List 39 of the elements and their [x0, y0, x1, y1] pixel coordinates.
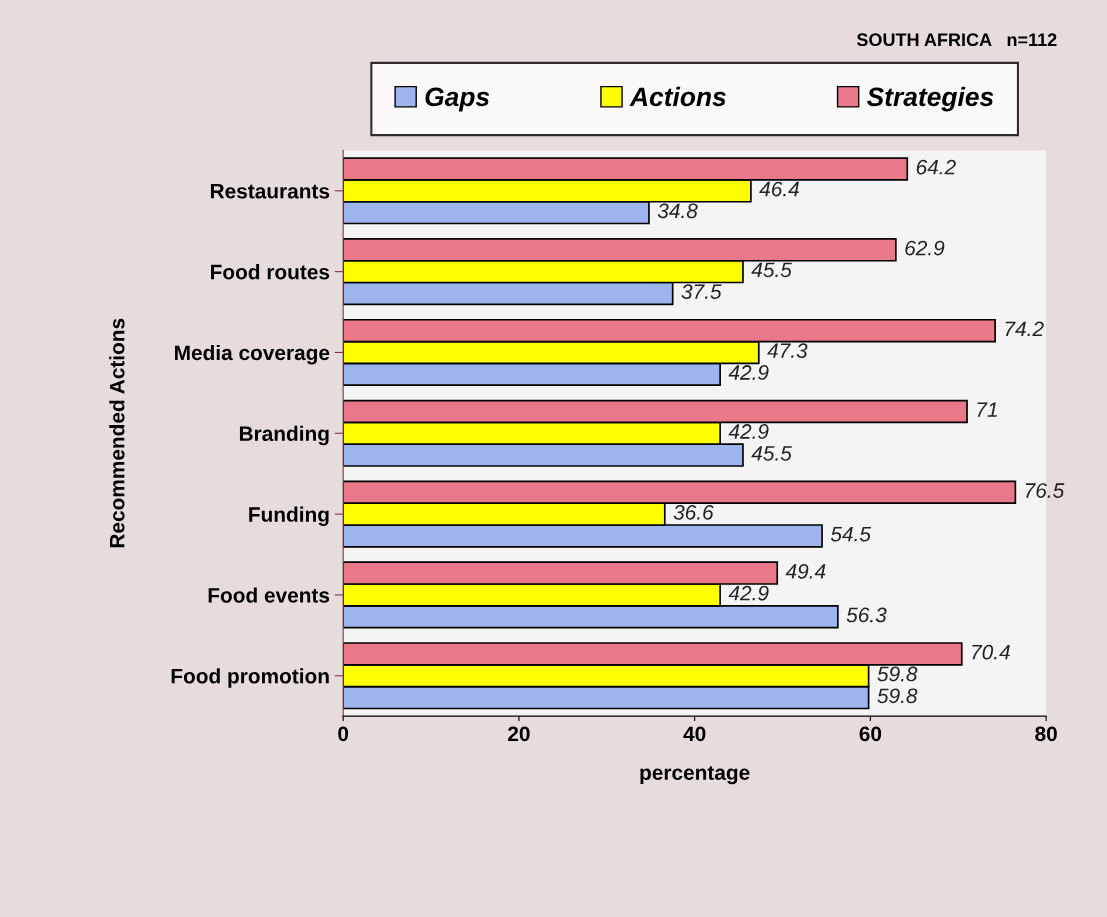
data-label: 47.3	[767, 343, 808, 359]
data-label: 70.4	[972, 644, 1010, 660]
data-label: 54.5	[830, 526, 871, 542]
data-label: 42.9	[728, 424, 769, 439]
chart-title: SOUTH AFRICA n=112	[856, 33, 1057, 47]
y-tick-label: Funding	[249, 506, 329, 527]
y-tick-label: Media coverage	[175, 344, 330, 365]
y-tick-label: Food routes	[211, 264, 330, 280]
data-label: 62.9	[905, 240, 945, 256]
data-label: 59.8	[877, 688, 918, 704]
data-label: 45.5	[751, 446, 792, 461]
y-tick-label: Food events	[208, 587, 330, 603]
data-label: 74.2	[1005, 321, 1044, 337]
data-label: 76.5	[1025, 483, 1065, 498]
data-label: 64.2	[916, 159, 956, 175]
x-tick-label: 80	[1035, 726, 1057, 742]
data-label: 34.8	[657, 203, 698, 219]
legend-label: Actions	[629, 86, 726, 107]
y-axis-title: Recommended Actions	[109, 318, 125, 548]
legend-label: Gaps	[425, 87, 490, 112]
data-label: 45.5	[751, 262, 792, 278]
x-tick-label: 40	[683, 726, 706, 742]
x-tick-label: 60	[859, 726, 882, 742]
data-label: 71	[977, 402, 997, 417]
data-label: 56.3	[846, 607, 887, 623]
data-label: 42.9	[728, 365, 769, 380]
data-label: 49.4	[785, 563, 826, 579]
x-tick-label: 0	[338, 726, 349, 742]
y-tick-label: Food promotion	[171, 668, 329, 688]
data-label: 46.4	[759, 181, 799, 197]
data-label: 36.6	[673, 504, 714, 520]
data-label: 42.9	[728, 585, 769, 601]
x-axis-title: percentage	[640, 766, 750, 785]
data-label: 37.5	[681, 284, 722, 300]
x-tick-label: 20	[508, 726, 530, 742]
y-tick-label: Restaurants	[210, 184, 330, 199]
data-label: 59.8	[877, 666, 918, 682]
y-tick-label: Branding	[239, 425, 329, 446]
legend-label: Strategies	[866, 86, 994, 112]
